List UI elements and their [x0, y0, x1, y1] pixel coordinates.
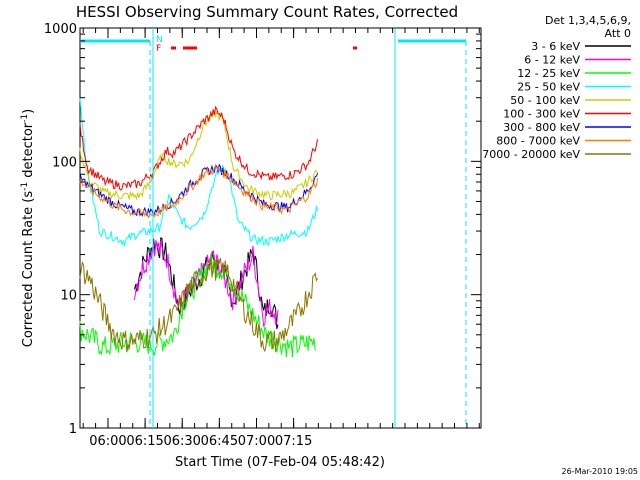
series-line-3-6-kev	[134, 237, 279, 330]
flag-n: N	[156, 35, 163, 45]
x-tick-label: 06:15	[126, 434, 163, 449]
series-line-25-50-kev	[79, 98, 319, 247]
y-tick-label: 1000	[44, 22, 77, 37]
timestamp: 26-Mar-2010 19:05	[562, 467, 639, 476]
y-tick-label: 1	[69, 422, 77, 437]
x-tick-label: 06:30	[163, 434, 200, 449]
overlay-layer	[80, 28, 467, 428]
legend-label-300-800-kev: 300 - 800 keV	[503, 121, 580, 134]
legend-label-6-12-kev: 6 - 12 keV	[524, 54, 580, 67]
legend-label-100-300-kev: 100 - 300 keV	[503, 108, 580, 121]
x-tick-label: 07:15	[275, 434, 312, 449]
series-line-50-100-kev	[79, 110, 319, 201]
x-tick-label: 06:00	[89, 434, 126, 449]
axis-layer: 1 10 100 1000 06:00 06:15 06:30 06:45 07:00 07:15	[44, 22, 481, 449]
y-axis-label: Corrected Count Rate (s-1 detector-1)	[20, 109, 36, 347]
x-axis-label: Start Time (07-Feb-04 05:48:42)	[175, 455, 385, 470]
legend-header-line-2: Att 0	[605, 27, 631, 40]
series-line-100-300-kev	[79, 105, 319, 191]
chart-title: HESSI Observing Summary Count Rates, Cor…	[76, 3, 458, 21]
series-line-7000-20000-kev	[79, 257, 319, 353]
legend-label-12-25-kev: 12 - 25 keV	[517, 67, 580, 80]
legend-label-3-6-kev: 3 - 6 keV	[531, 40, 580, 53]
flag-f: F	[156, 44, 161, 54]
y-tick-label: 100	[52, 155, 77, 170]
plot-area	[79, 27, 482, 429]
series-line-6-12-kev	[134, 239, 279, 328]
x-tick-label: 06:45	[201, 434, 238, 449]
legend-label-25-50-kev: 25 - 50 keV	[517, 81, 580, 94]
legend-label-50-100-kev: 50 - 100 keV	[510, 94, 580, 107]
x-tick-label: 07:00	[238, 434, 275, 449]
series-line-800-7000-kev	[79, 164, 319, 220]
data-layer	[79, 98, 319, 358]
y-tick-label: 10	[60, 289, 77, 304]
legend-label-800-7000-kev: 800 - 7000 keV	[496, 135, 580, 148]
legend-header-line-1: Det 1,3,4,5,6,9,	[545, 14, 631, 27]
legend-label-7000-20000-kev: 7000 - 20000 keV	[482, 148, 580, 161]
series-line-300-800-kev	[79, 163, 319, 217]
